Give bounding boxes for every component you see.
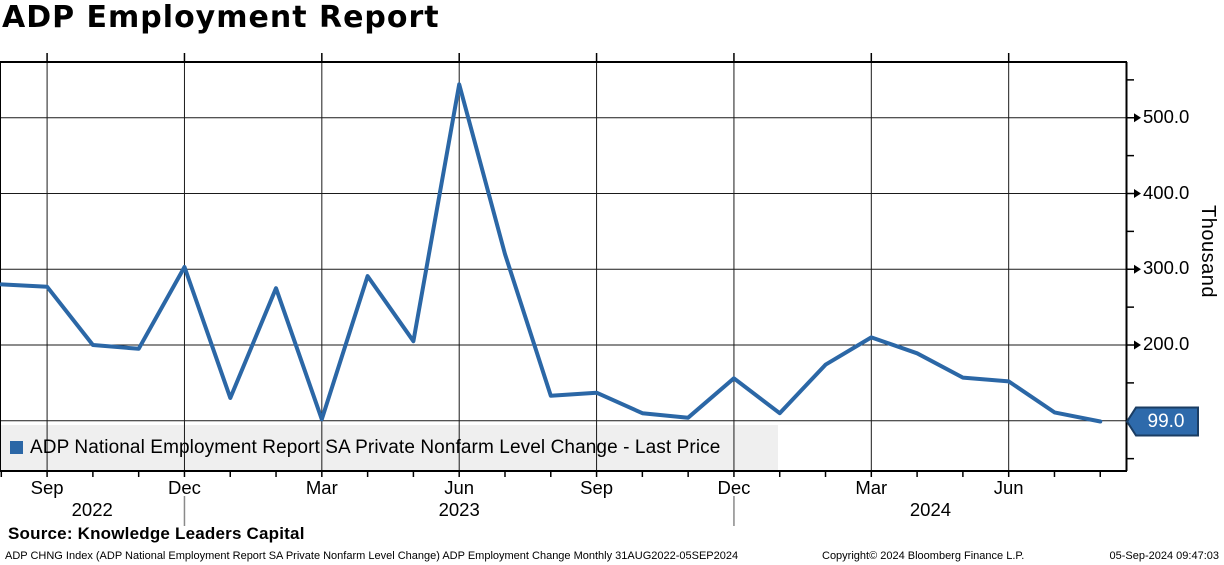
y-axis-tick-arrow-icon [1134,189,1141,199]
data-line [0,82,1103,424]
legend-background [0,425,778,470]
footer-timestamp: 05-Sep-2024 09:47:03 [1109,550,1219,562]
y-axis-tick-arrow-icon [1134,113,1141,123]
x-axis-year-label: 2024 [909,499,952,520]
x-axis-quarter-label: Mar [855,477,888,498]
x-axis-quarter-label: Dec [717,477,751,498]
y-axis-label: 200.0 [1143,333,1190,354]
x-axis-quarter-label: Mar [305,477,338,498]
y-axis-tick-arrow-icon [1134,340,1141,350]
page-title: ADP Employment Report [2,0,440,35]
legend-series-label: ADP National Employment Report SA Privat… [30,436,721,458]
y-axis-label: 400.0 [1143,181,1190,203]
x-axis-quarter-label: Jun [444,477,475,498]
y-axis-tick-arrow-icon [1134,264,1141,274]
legend: ADP National Employment Report SA Privat… [10,425,720,470]
x-axis-year-label: 2022 [71,499,113,520]
footer-security-description: ADP CHNG Index (ADP National Employment … [5,550,739,562]
legend-series-marker-icon [10,441,23,454]
last-price-badge-shape [1125,406,1199,437]
x-axis-quarter-label: Dec [168,477,201,498]
last-price-badge: 99.0 [1147,411,1185,432]
y-axis-label: 500.0 [1143,105,1190,127]
x-axis-quarter-label: Sep [580,477,614,498]
y-axis-label: 300.0 [1143,257,1190,279]
x-axis-year-label: 2023 [438,499,480,520]
source-line: Source: Knowledge Leaders Capital [8,524,305,543]
y-axis-unit-label: Thousand [1197,205,1219,298]
x-axis-quarter-label: Jun [993,477,1024,498]
footer-copyright: Copyright© 2024 Bloomberg Finance L.P. [822,550,1025,562]
x-axis-quarter-label: Sep [30,477,64,498]
